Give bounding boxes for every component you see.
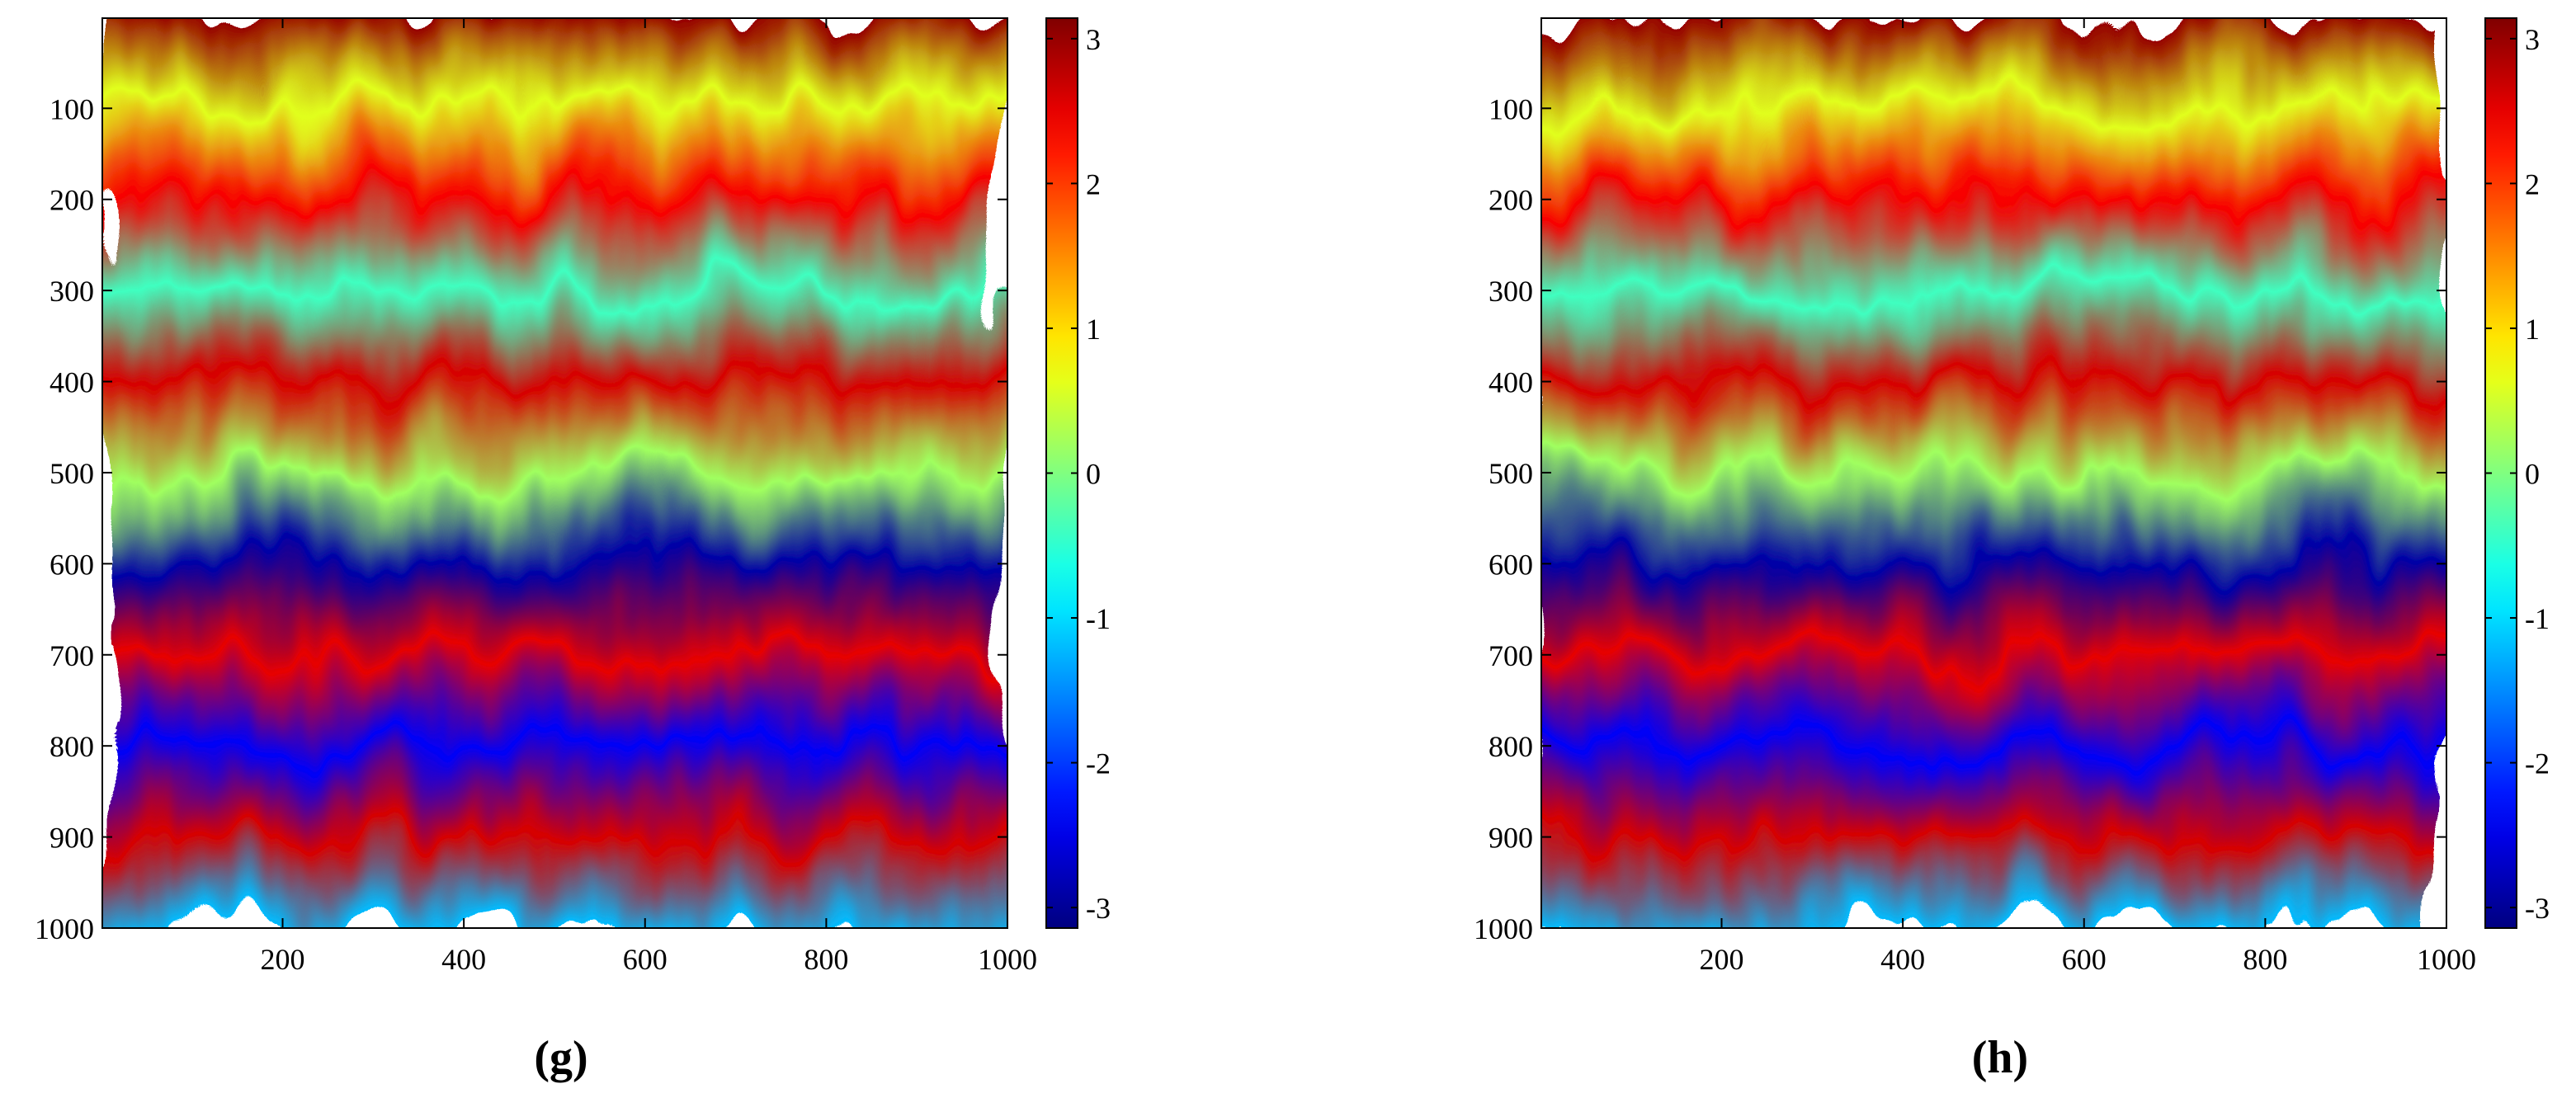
colorbar-tick-label: 2	[1086, 167, 1101, 200]
y-tick-label: 900	[1489, 822, 1533, 855]
colorbar-tick-label: 2	[2525, 167, 2540, 200]
phase-fringe-field	[102, 18, 1007, 928]
colorbar-tick-label: 1	[2525, 313, 2540, 346]
colorbar-g: -3 -2 -1 0 1 2 3	[1045, 17, 1111, 929]
x-axis-ticks-g: 200 400 600 800 1000	[261, 18, 1037, 976]
panel-h: 200 400 600 800 1000 100 200 300 400 500 600 700 80…	[1474, 17, 2550, 1083]
y-tick-label: 200	[50, 184, 94, 217]
x-tick-label: 1000	[978, 943, 1037, 976]
y-tick-label: 100	[50, 92, 94, 125]
y-tick-label: 700	[50, 639, 94, 672]
colorbar-tick-label: 3	[1086, 23, 1101, 56]
y-tick-label: 600	[1489, 548, 1533, 581]
y-tick-label: 800	[1489, 730, 1533, 763]
x-axis-ticks-h: 200 400 600 800 1000	[1700, 18, 2476, 976]
y-tick-label: 400	[1489, 366, 1533, 399]
colorbar-tick-label: 3	[2525, 23, 2540, 56]
x-tick-label: 600	[2062, 943, 2107, 976]
x-tick-label: 200	[261, 943, 305, 976]
colorbar-tick-label: 0	[1086, 458, 1101, 491]
x-tick-label: 800	[2243, 943, 2287, 976]
y-tick-label: 300	[1489, 275, 1533, 308]
panel-g: 200 400 600 800 1000 100 200 300 400 500 600 700 80…	[35, 17, 1111, 1083]
y-axis-ticks-h: 100 200 300 400 500 600 700 800 900 1000	[1474, 92, 2446, 945]
colorbar-tick-label: -2	[2525, 747, 2550, 780]
colorbar-tick-label: -2	[1086, 747, 1111, 780]
panel-label-h: (h)	[1972, 1032, 2028, 1083]
colorbar-tick-label: -1	[1086, 602, 1111, 635]
y-tick-label: 200	[1489, 184, 1533, 217]
colorbar-tick-label: -1	[2525, 602, 2550, 635]
colorbar-tick-label: 0	[2525, 458, 2540, 491]
y-tick-label: 500	[1489, 457, 1533, 490]
colorbar-h: -3 -2 -1 0 1 2 3	[2484, 17, 2550, 929]
colorbar-tick-label: -3	[2525, 892, 2550, 925]
y-tick-label: 900	[50, 822, 94, 855]
x-tick-label: 1000	[2417, 943, 2476, 976]
phase-fringe-field	[1541, 18, 2446, 928]
y-tick-label: 100	[1489, 92, 1533, 125]
y-tick-label: 600	[50, 548, 94, 581]
y-tick-label: 300	[50, 275, 94, 308]
x-tick-label: 200	[1700, 943, 1744, 976]
y-tick-label: 800	[50, 730, 94, 763]
y-axis-ticks-g: 100 200 300 400 500 600 700 800 900 1000	[35, 92, 1007, 945]
y-tick-label: 400	[50, 366, 94, 399]
x-tick-label: 400	[1880, 943, 1925, 976]
colorbar-tick-label: 1	[1086, 313, 1101, 346]
x-tick-label: 400	[441, 943, 486, 976]
y-tick-label: 1000	[1474, 912, 1533, 945]
panel-label-g: (g)	[534, 1032, 587, 1083]
y-tick-label: 700	[1489, 639, 1533, 672]
y-tick-label: 1000	[35, 912, 94, 945]
colorbar-tick-label: -3	[1086, 892, 1111, 925]
y-tick-label: 500	[50, 457, 94, 490]
phase-map-g	[102, 18, 1007, 928]
x-tick-label: 600	[623, 943, 668, 976]
phase-map-h	[1541, 18, 2446, 928]
x-tick-label: 800	[804, 943, 848, 976]
